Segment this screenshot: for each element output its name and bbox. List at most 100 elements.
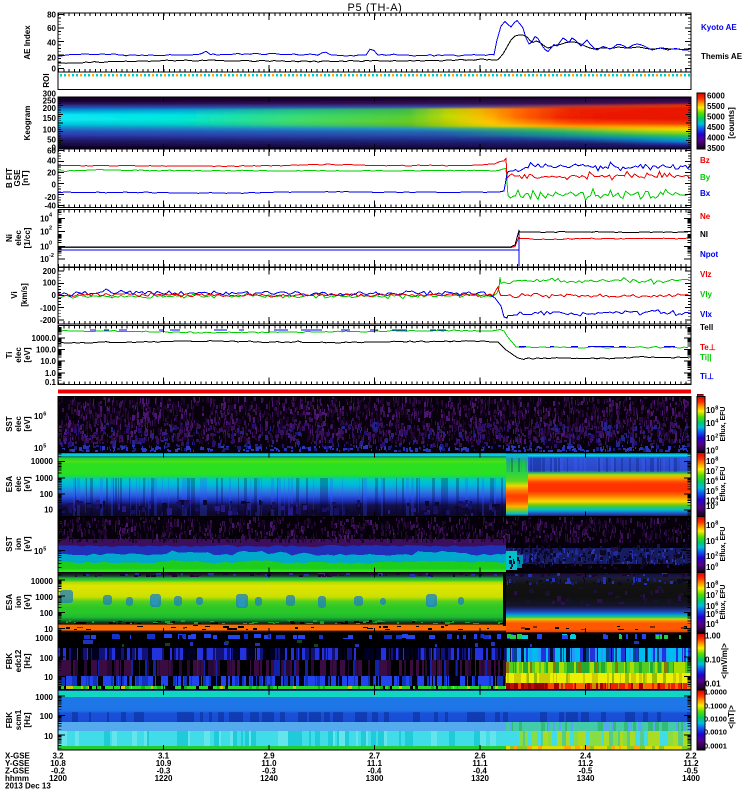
svg-text:-0.5: -0.5: [579, 767, 593, 776]
svg-text:10: 10: [706, 457, 715, 466]
svg-text:60: 60: [47, 147, 56, 156]
svg-text:NI: NI: [700, 230, 708, 239]
svg-text:1200: 1200: [49, 774, 67, 783]
svg-text:-0.2: -0.2: [51, 767, 65, 776]
svg-text:[km/s]: [km/s]: [20, 283, 29, 307]
svg-text:10: 10: [706, 552, 715, 561]
svg-text:X-GSE: X-GSE: [5, 752, 31, 761]
svg-text:-20: -20: [44, 193, 56, 202]
svg-text:SST: SST: [5, 416, 14, 432]
svg-text:2: 2: [49, 226, 52, 232]
svg-text:4: 4: [715, 537, 719, 543]
svg-text:1000: 1000: [35, 593, 53, 602]
svg-text:10: 10: [40, 243, 49, 252]
svg-text:By: By: [700, 173, 711, 182]
svg-text:[Hz]: [Hz]: [23, 653, 32, 668]
svg-text:Ti||: Ti||: [700, 353, 711, 362]
svg-text:Z-GSE: Z-GSE: [5, 767, 30, 776]
svg-text:Kyoto AE: Kyoto AE: [701, 23, 737, 32]
svg-text:-100: -100: [40, 304, 57, 313]
svg-text:Eflux, EFU: Eflux, EFU: [720, 526, 727, 561]
svg-text:11.2: 11.2: [683, 759, 699, 768]
svg-text:11.1: 11.1: [472, 759, 488, 768]
svg-text:elec: elec: [14, 476, 23, 492]
svg-text:10: 10: [706, 521, 715, 530]
svg-text:-0.4: -0.4: [368, 767, 382, 776]
svg-text:10: 10: [706, 487, 715, 496]
svg-text:20: 20: [47, 169, 56, 178]
svg-text:10: 10: [706, 497, 715, 506]
svg-text:5: 5: [715, 487, 718, 493]
svg-text:elec: elec: [14, 416, 23, 432]
svg-text:[nT]: [nT]: [21, 170, 30, 185]
svg-text:5: 5: [43, 444, 46, 450]
svg-text:[eV]: [eV]: [23, 536, 32, 551]
svg-text:Eflux, EFU: Eflux, EFU: [720, 466, 727, 501]
svg-text:1000.0: 1000.0: [32, 334, 57, 343]
svg-text:FBK: FBK: [5, 653, 14, 670]
svg-text:scm1: scm1: [14, 709, 23, 730]
svg-text:1340: 1340: [577, 774, 595, 783]
svg-text:10: 10: [706, 610, 715, 619]
svg-text:-0.3: -0.3: [157, 767, 171, 776]
svg-text:1400: 1400: [682, 774, 700, 783]
svg-text:100.0: 100.0: [36, 345, 57, 354]
svg-text:3.2: 3.2: [52, 752, 64, 761]
svg-text:0.01: 0.01: [705, 680, 721, 689]
svg-text:1.0: 1.0: [45, 369, 57, 378]
svg-text:-200: -200: [40, 316, 57, 325]
svg-text:10: 10: [44, 625, 53, 634]
svg-text:VIz: VIz: [700, 270, 712, 279]
svg-text:11.0: 11.0: [261, 759, 277, 768]
svg-text:10.0: 10.0: [40, 357, 56, 366]
svg-text:edc12: edc12: [14, 649, 23, 672]
svg-text:1220: 1220: [155, 774, 173, 783]
svg-text:100: 100: [43, 125, 57, 134]
svg-text:10: 10: [34, 547, 43, 556]
svg-text:0: 0: [52, 144, 57, 153]
svg-text:Vi: Vi: [10, 291, 19, 298]
svg-text:4: 4: [715, 620, 719, 626]
svg-text:Ne: Ne: [700, 212, 711, 221]
svg-text:40: 40: [47, 39, 56, 48]
svg-text:4: 4: [715, 496, 719, 502]
svg-text:10: 10: [44, 732, 53, 741]
svg-text:P5 (TH-A): P5 (TH-A): [348, 2, 403, 14]
svg-text:6000: 6000: [707, 92, 725, 101]
svg-text:-0.3: -0.3: [262, 767, 276, 776]
svg-text:4: 4: [49, 213, 53, 219]
svg-text:2: 2: [715, 434, 718, 440]
svg-text:Ti⊥: Ti⊥: [700, 372, 714, 381]
svg-text:1300: 1300: [366, 774, 384, 783]
svg-text:2.2: 2.2: [685, 752, 697, 761]
svg-text:20: 20: [47, 53, 56, 62]
svg-text:ion: ion: [14, 538, 23, 550]
svg-text:8: 8: [715, 521, 718, 527]
svg-text:6: 6: [715, 602, 718, 608]
svg-text:0: 0: [52, 180, 57, 189]
svg-text:5500: 5500: [707, 102, 725, 111]
svg-text:10000: 10000: [31, 457, 54, 466]
svg-text:1000: 1000: [35, 634, 53, 643]
svg-text:ESA: ESA: [5, 476, 14, 493]
svg-text:0.1: 0.1: [45, 378, 57, 387]
svg-text:5: 5: [715, 610, 718, 616]
svg-text:[eV]: [eV]: [23, 416, 32, 431]
svg-text:10: 10: [34, 444, 43, 453]
svg-text:[counts]: [counts]: [727, 107, 736, 139]
svg-text:5000: 5000: [707, 113, 725, 122]
svg-text:ESA: ESA: [5, 594, 14, 611]
svg-text:[Hz]: [Hz]: [23, 712, 32, 727]
svg-text:Keogram: Keogram: [23, 106, 32, 141]
svg-text:Tell: Tell: [700, 323, 713, 332]
svg-text:-0.5: -0.5: [684, 767, 698, 776]
svg-text:[1/cc]: [1/cc]: [23, 227, 32, 248]
svg-text:8: 8: [715, 406, 718, 412]
svg-text:GSE: GSE: [13, 169, 22, 187]
svg-text:0: 0: [715, 446, 718, 452]
svg-text:5: 5: [43, 547, 46, 553]
svg-text:<|mV/m|>: <|mV/m|>: [720, 643, 729, 679]
svg-text:-0.4: -0.4: [473, 767, 487, 776]
svg-text:AE Index: AE Index: [23, 25, 32, 60]
svg-text:Eflux, EFU: Eflux, EFU: [720, 584, 727, 619]
